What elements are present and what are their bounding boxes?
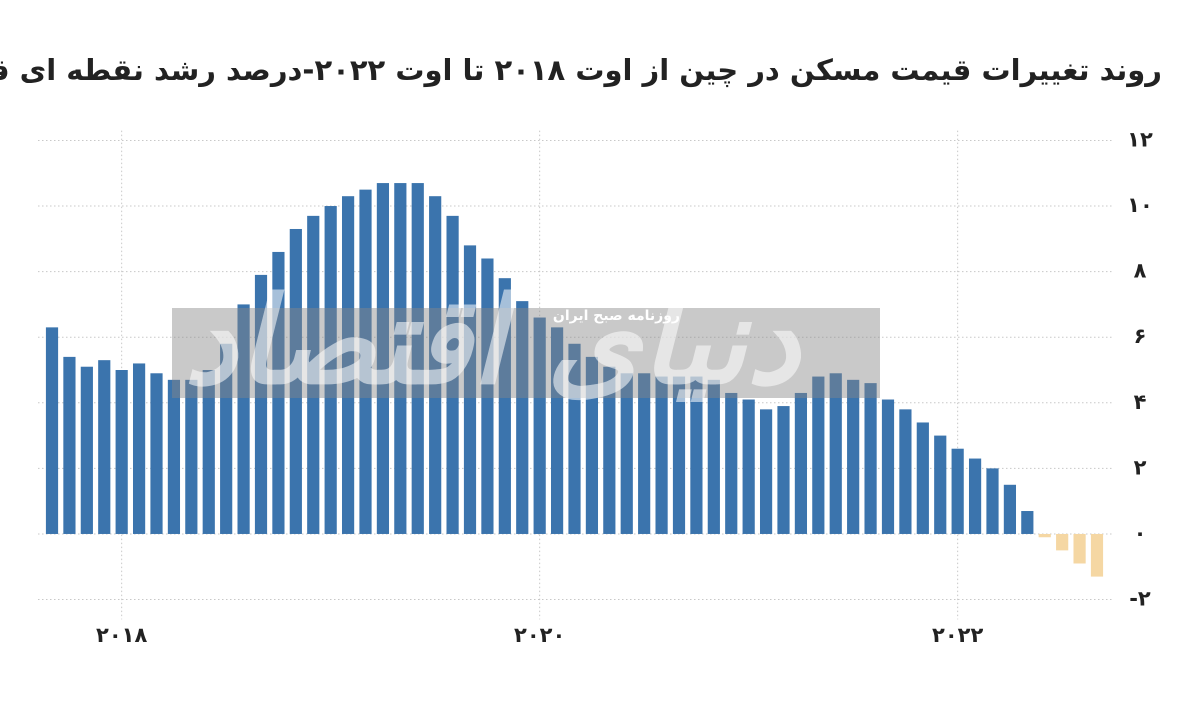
bar bbox=[80, 366, 93, 534]
bar bbox=[1038, 533, 1051, 538]
bar bbox=[968, 458, 982, 534]
bar bbox=[916, 422, 929, 534]
bar bbox=[394, 183, 407, 534]
chart-title: روند تغییرات قیمت مسکن در چین از اوت ۲۰۱… bbox=[0, 53, 1162, 88]
bar bbox=[550, 327, 564, 534]
bar bbox=[516, 301, 529, 534]
bar bbox=[202, 370, 215, 534]
y-tick-label: ۲ bbox=[1134, 455, 1147, 479]
bar bbox=[498, 278, 511, 534]
bar bbox=[237, 304, 250, 534]
bar bbox=[307, 215, 320, 534]
bar bbox=[690, 376, 703, 534]
bar bbox=[986, 468, 999, 534]
bar bbox=[725, 392, 738, 534]
y-tick-label: ۱۲ bbox=[1127, 127, 1153, 151]
bar bbox=[411, 183, 424, 534]
watermark-band bbox=[172, 308, 880, 398]
bar bbox=[864, 383, 877, 534]
bar bbox=[951, 448, 964, 534]
bar bbox=[446, 215, 459, 534]
bar bbox=[568, 343, 581, 534]
labels: ۱۲ ۱۰ ۸ ۶ ۴ ۲ ۰ -۲ ۲۰۱۸ ۲۰۲۰ ۲۰۲۲ bbox=[96, 127, 1153, 647]
bar bbox=[115, 370, 128, 534]
bar bbox=[324, 206, 337, 534]
y-tick-label: ۱۰ bbox=[1127, 193, 1153, 217]
y-tick-label: ۴ bbox=[1134, 390, 1147, 414]
bar bbox=[220, 343, 233, 534]
bar bbox=[132, 363, 146, 534]
bar bbox=[777, 406, 790, 534]
bar bbox=[742, 399, 755, 534]
y-tick-label: -۲ bbox=[1129, 587, 1151, 611]
bar bbox=[429, 196, 442, 534]
bar bbox=[620, 373, 633, 534]
bar bbox=[638, 373, 651, 534]
bar bbox=[672, 376, 686, 534]
bar bbox=[463, 245, 477, 534]
bar bbox=[603, 366, 616, 534]
bar bbox=[359, 189, 372, 534]
bar bbox=[45, 327, 59, 534]
bar bbox=[185, 379, 198, 534]
x-tick-label: ۲۰۲۰ bbox=[514, 623, 565, 647]
y-tick-label: ۰ bbox=[1134, 521, 1147, 545]
bar bbox=[1073, 533, 1086, 564]
bar bbox=[934, 435, 947, 534]
bar bbox=[881, 399, 895, 534]
bar bbox=[812, 376, 825, 534]
bar bbox=[150, 373, 163, 534]
bar bbox=[655, 376, 668, 534]
bar bbox=[98, 360, 111, 534]
bar bbox=[707, 379, 720, 534]
bar bbox=[289, 228, 302, 534]
bar bbox=[481, 258, 494, 534]
bar bbox=[254, 274, 268, 534]
y-tick-label: ۶ bbox=[1134, 324, 1147, 348]
bar bbox=[1056, 533, 1069, 551]
x-tick-label: ۲۰۱۸ bbox=[96, 623, 147, 647]
bar bbox=[533, 317, 546, 534]
bar bbox=[899, 409, 912, 534]
bar bbox=[167, 379, 181, 534]
bar bbox=[1090, 533, 1104, 577]
bar bbox=[1003, 484, 1017, 534]
bars bbox=[45, 183, 1104, 577]
watermark: دنیای اقتصاد روزنامه صبح ایران bbox=[172, 273, 880, 412]
bar bbox=[585, 356, 599, 534]
bar bbox=[794, 392, 808, 534]
bar bbox=[1021, 511, 1034, 534]
watermark-subtitle: روزنامه صبح ایران bbox=[553, 308, 680, 324]
bar bbox=[63, 356, 76, 534]
bar bbox=[847, 379, 860, 534]
bar bbox=[829, 373, 842, 534]
y-tick-label: ۸ bbox=[1134, 259, 1147, 283]
bar bbox=[759, 409, 773, 534]
bar bbox=[376, 183, 390, 534]
x-tick-label: ۲۰۲۲ bbox=[932, 623, 983, 647]
bar bbox=[272, 251, 285, 534]
bar bbox=[341, 196, 355, 534]
watermark-text: دنیای اقتصاد bbox=[184, 273, 803, 412]
